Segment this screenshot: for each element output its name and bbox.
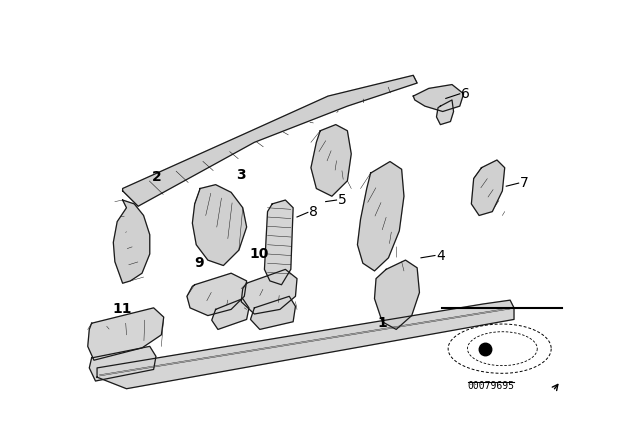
- Polygon shape: [250, 296, 296, 329]
- Text: 3: 3: [237, 168, 246, 182]
- Text: 6: 6: [461, 87, 470, 101]
- Polygon shape: [88, 308, 164, 360]
- Polygon shape: [311, 125, 351, 196]
- Polygon shape: [193, 185, 246, 266]
- Polygon shape: [472, 160, 505, 215]
- Polygon shape: [358, 162, 404, 271]
- Text: 10: 10: [249, 247, 268, 261]
- Polygon shape: [374, 260, 419, 329]
- Text: 1: 1: [378, 316, 387, 330]
- Polygon shape: [123, 75, 417, 206]
- Polygon shape: [97, 300, 514, 389]
- Polygon shape: [413, 85, 463, 112]
- Polygon shape: [241, 269, 297, 314]
- Polygon shape: [436, 100, 454, 125]
- Text: 4: 4: [436, 249, 445, 263]
- Text: 11: 11: [113, 302, 132, 316]
- Text: 7: 7: [520, 176, 529, 190]
- Polygon shape: [187, 273, 246, 315]
- Text: 9: 9: [195, 256, 204, 270]
- Text: 00079695: 00079695: [467, 381, 515, 391]
- Polygon shape: [264, 200, 293, 285]
- Text: 5: 5: [338, 193, 347, 207]
- Text: 8: 8: [309, 205, 318, 220]
- Polygon shape: [113, 200, 150, 283]
- Text: 2: 2: [152, 170, 162, 184]
- Polygon shape: [90, 346, 156, 381]
- Polygon shape: [212, 299, 249, 329]
